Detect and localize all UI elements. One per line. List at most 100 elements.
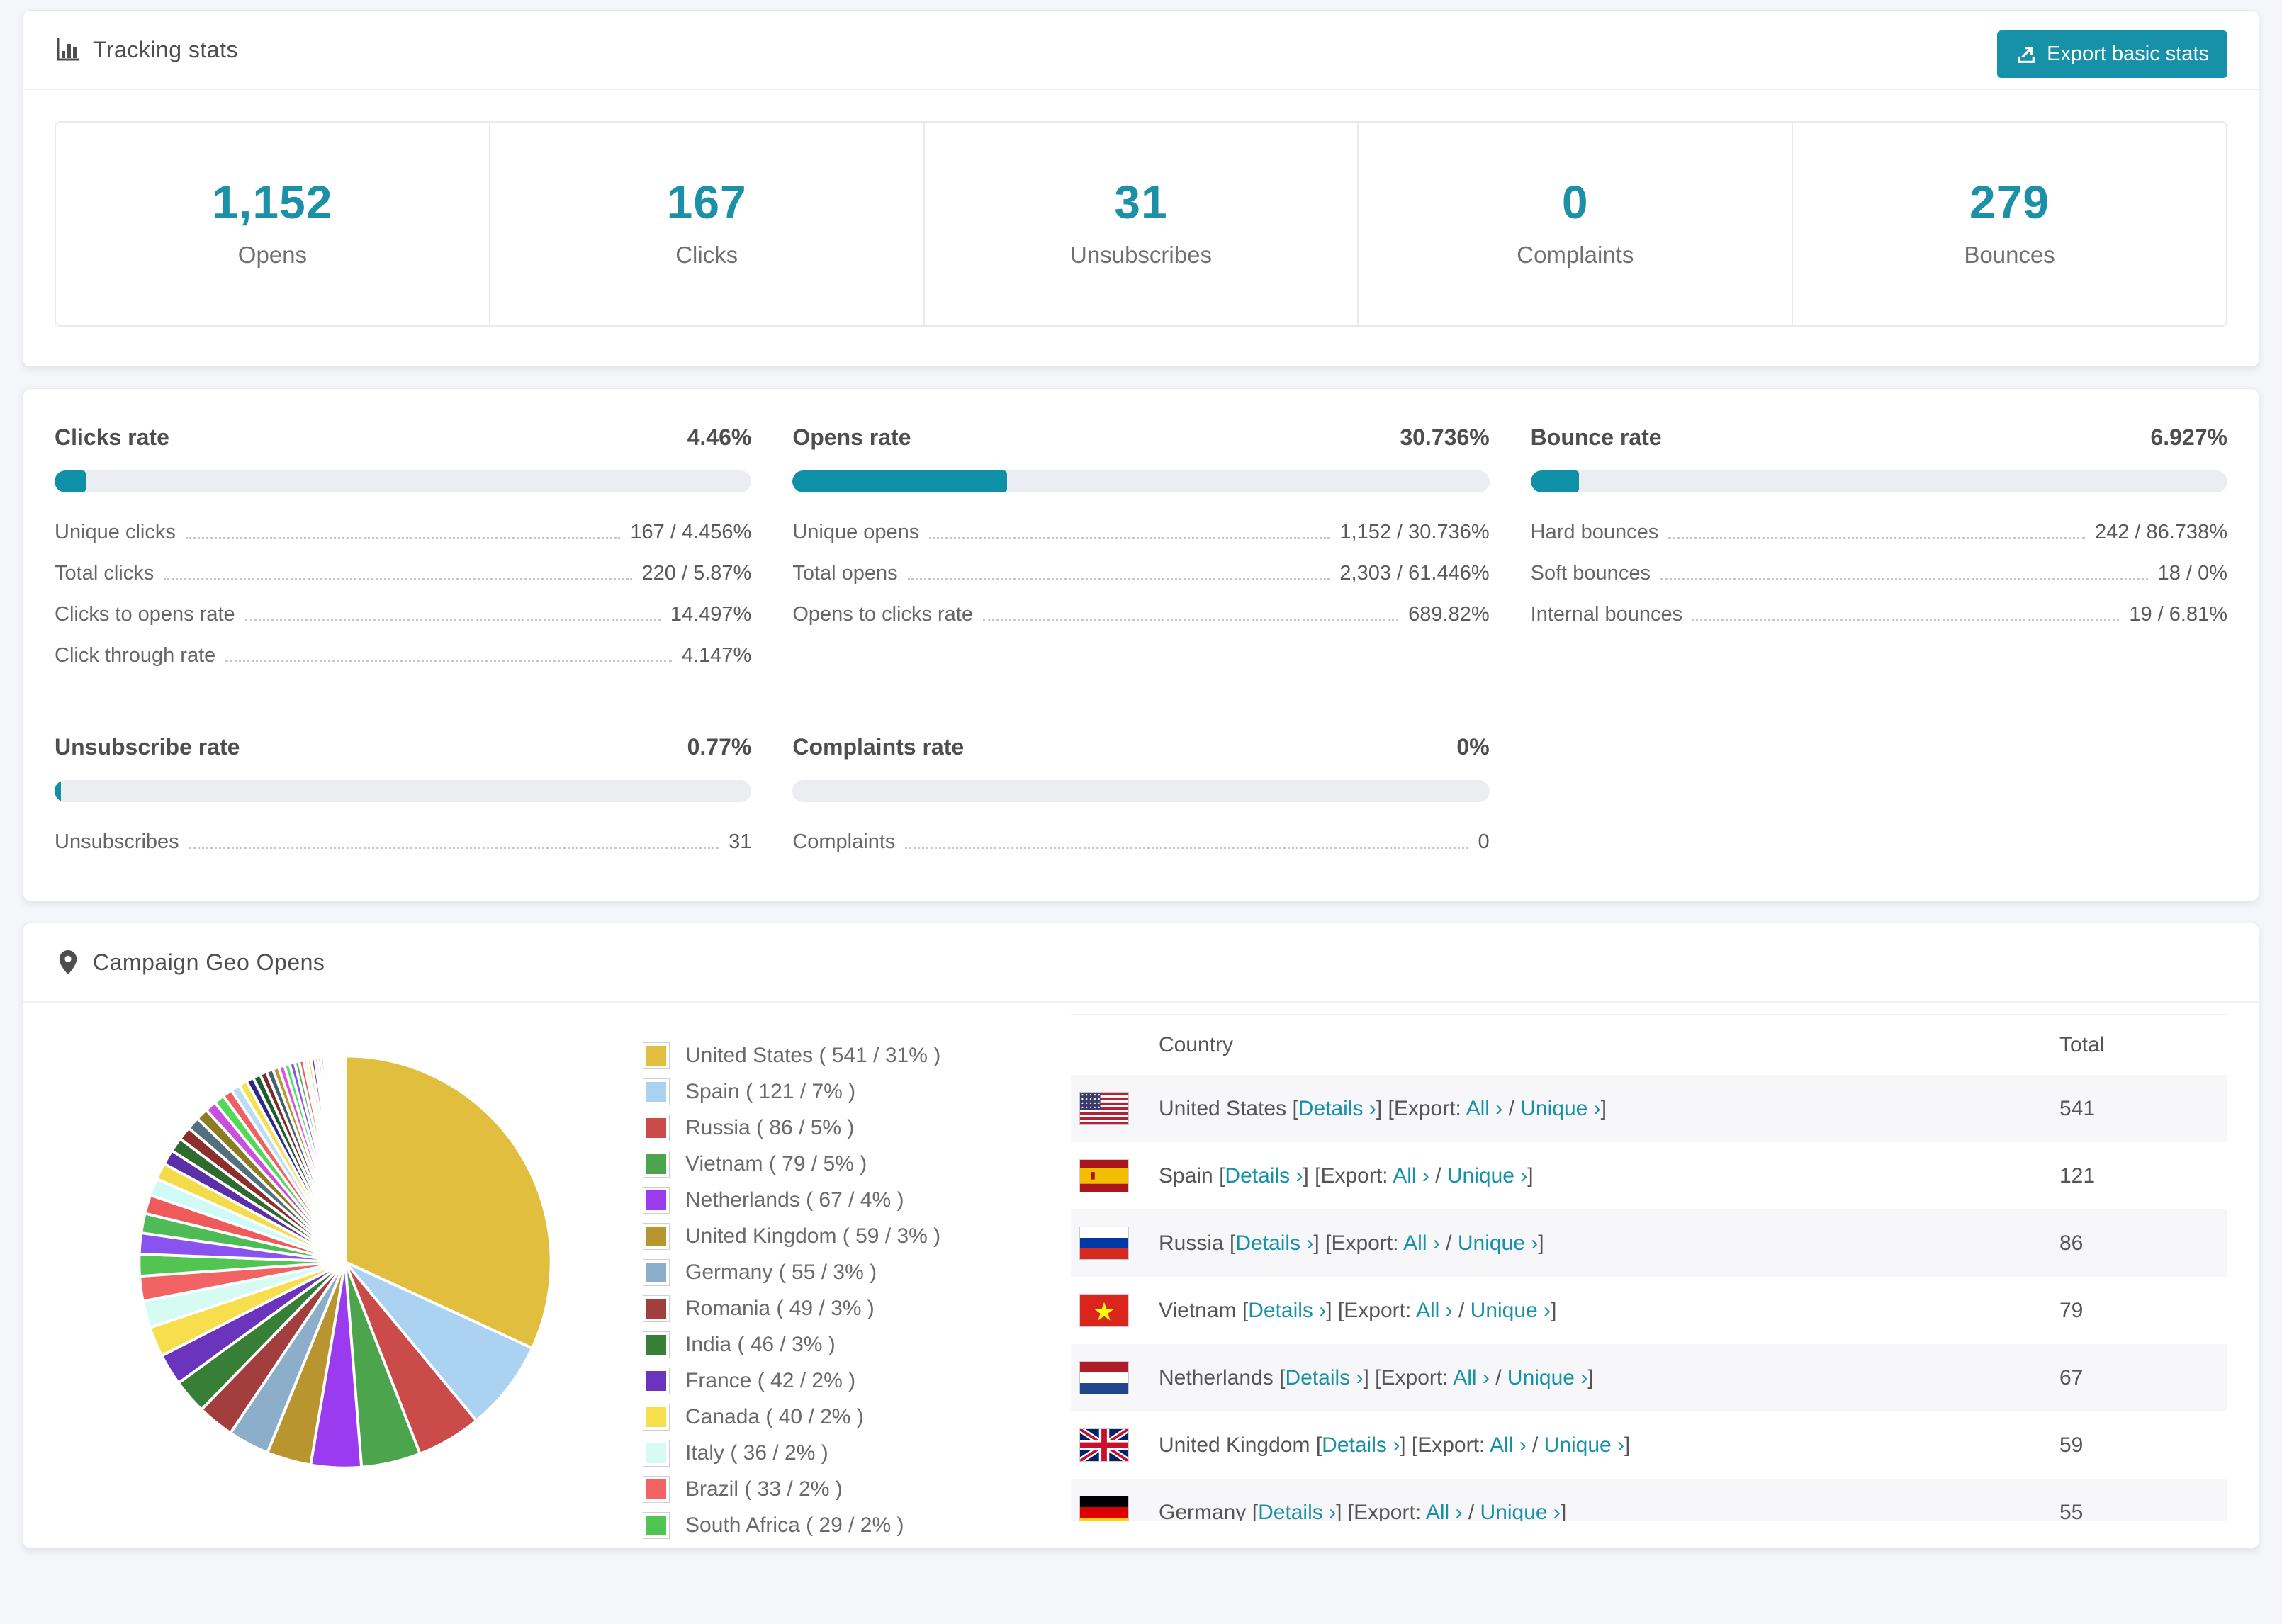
dotted-leader <box>982 619 1399 621</box>
export-all-link[interactable]: All › <box>1453 1365 1490 1389</box>
details-link[interactable]: Details › <box>1298 1096 1376 1120</box>
flag-ru-icon <box>1079 1227 1129 1260</box>
legend-label: India ( 46 / 3% ) <box>685 1333 836 1356</box>
details-link[interactable]: Details › <box>1225 1163 1303 1188</box>
rate-line: Unique opens 1,152 / 30.736% <box>792 521 1489 544</box>
summary-stats-row: 1,152 Opens 167 Clicks 31 Unsubscribes 0 Co… <box>55 121 2227 327</box>
rate-percent: 4.46% <box>687 424 752 450</box>
rate-title: Bounce rate <box>1530 424 1662 450</box>
dotted-leader <box>189 847 719 849</box>
stat-opens: 1,152 Opens <box>56 123 489 325</box>
country-total: 121 <box>2059 1163 2096 1188</box>
rate-title: Clicks rate <box>55 424 169 450</box>
rate-line: Complaints 0 <box>792 830 1489 854</box>
legend-swatch <box>643 1042 670 1069</box>
export-basic-stats-button[interactable]: Export basic stats <box>1997 30 2227 78</box>
rate-percent: 6.927% <box>2150 424 2227 450</box>
rate-title: Unsubscribe rate <box>55 734 240 760</box>
stat-label: Complaints <box>1517 242 1634 268</box>
stat-label: Opens <box>237 242 308 268</box>
page-title: Tracking stats <box>93 36 238 62</box>
rate-percent: 0% <box>1456 734 1490 760</box>
export-unique-link[interactable]: Unique › <box>1480 1500 1561 1522</box>
rate-title: Complaints rate <box>792 734 965 760</box>
export-all-link[interactable]: All › <box>1489 1433 1527 1457</box>
details-link[interactable]: Details › <box>1285 1365 1364 1389</box>
rate-line: Unsubscribes 31 <box>55 830 751 854</box>
export-unique-link[interactable]: Unique › <box>1470 1298 1551 1322</box>
stat-value: 167 <box>666 176 747 228</box>
export-unique-link[interactable]: Unique › <box>1507 1365 1588 1389</box>
export-all-link[interactable]: All › <box>1393 1163 1429 1188</box>
export-all-link[interactable]: All › <box>1415 1298 1453 1322</box>
dotted-leader <box>185 537 621 539</box>
legend-item-brazil: Brazil ( 33 / 2% ) <box>643 1476 1040 1503</box>
details-link[interactable]: Details › <box>1235 1231 1314 1255</box>
country-total: 59 <box>2059 1433 2084 1457</box>
export-all-link[interactable]: All › <box>1425 1500 1463 1522</box>
flag-gb-icon <box>1079 1428 1129 1462</box>
pie-slice[interactable] <box>344 1261 534 1422</box>
legend-item-vietnam: Vietnam ( 79 / 5% ) <box>643 1151 1040 1178</box>
legend-item-germany: Germany ( 55 / 3% ) <box>643 1259 1040 1286</box>
export-all-link[interactable]: All › <box>1403 1231 1440 1255</box>
country-total: 67 <box>2059 1365 2084 1389</box>
dashboard-page: Tracking stats Export basic stats 1,152 … <box>23 10 2259 1549</box>
details-link[interactable]: Details › <box>1322 1433 1400 1457</box>
country-name: Germany <box>1159 1500 1247 1522</box>
dotted-leader <box>1660 578 2148 580</box>
stat-value: 279 <box>1969 176 2050 228</box>
country-total: 55 <box>2059 1500 2084 1522</box>
country-total: 86 <box>2059 1231 2084 1255</box>
tracking-stats-card: Tracking stats Export basic stats 1,152 … <box>23 10 2259 367</box>
geo-table-header: Country Total <box>1071 1015 2227 1075</box>
rate-line: Total clicks 220 / 5.87% <box>55 562 751 585</box>
rate-line-value: 242 / 86.738% <box>2094 521 2227 543</box>
legend-label: United Kingdom ( 59 / 3% ) <box>685 1224 941 1248</box>
rate-line-label: Total opens <box>792 562 898 585</box>
export-unique-link[interactable]: Unique › <box>1544 1433 1625 1457</box>
rate-block-clicks-rate: Clicks rate 4.46% Unique clicks 167 / 4.… <box>55 424 752 667</box>
legend-label: Netherlands ( 67 / 4% ) <box>685 1188 904 1212</box>
legend-item-india: India ( 46 / 3% ) <box>643 1331 1040 1358</box>
export-unique-link[interactable]: Unique › <box>1457 1231 1539 1255</box>
export-all-link[interactable]: All › <box>1466 1096 1503 1120</box>
rate-line: Unique clicks 167 / 4.456% <box>55 521 751 544</box>
legend-label: Brazil ( 33 / 2% ) <box>685 1477 843 1501</box>
pie-slice[interactable] <box>342 1054 347 1263</box>
rate-line: Total opens 2,303 / 61.446% <box>792 562 1489 585</box>
geo-pie-chart <box>55 1014 643 1548</box>
details-link[interactable]: Details › <box>1248 1298 1327 1322</box>
flag-es-icon <box>1079 1159 1129 1192</box>
rates-grid: Clicks rate 4.46% Unique clicks 167 / 4.… <box>55 424 2227 854</box>
legend-swatch <box>643 1115 670 1141</box>
dotted-leader <box>905 847 1468 849</box>
rate-line-value: 31 <box>729 830 752 853</box>
rate-line-value: 689.82% <box>1408 603 1490 626</box>
rate-line: Soft bounces 18 / 0% <box>1531 562 2227 585</box>
dotted-leader <box>1668 537 2085 539</box>
flag-nl-icon <box>1079 1361 1129 1394</box>
export-unique-link[interactable]: Unique › <box>1520 1096 1601 1120</box>
export-label: Export: <box>1393 1096 1461 1120</box>
legend-item-united-kingdom: United Kingdom ( 59 / 3% ) <box>643 1223 1040 1250</box>
legend-label: Vietnam ( 79 / 5% ) <box>685 1152 867 1175</box>
progress-bar <box>1530 470 2227 492</box>
legend-item-spain: Spain ( 121 / 7% ) <box>643 1078 1040 1105</box>
rate-line-value: 2,303 / 61.446% <box>1339 562 1490 585</box>
stat-value: 1,152 <box>212 176 333 228</box>
geo-pie-legend: United States ( 541 / 31% ) Spain ( 121 … <box>643 1014 1040 1548</box>
export-unique-link[interactable]: Unique › <box>1446 1163 1528 1188</box>
flag-us-icon <box>1079 1092 1129 1125</box>
legend-swatch <box>643 1512 670 1539</box>
progress-bar-fill <box>55 470 86 492</box>
rate-line: Click through rate 4.147% <box>55 644 751 667</box>
dotted-leader <box>244 619 661 621</box>
legend-item-netherlands: Netherlands ( 67 / 4% ) <box>643 1187 1040 1214</box>
tracking-stats-header: Tracking stats Export basic stats <box>23 11 2259 90</box>
export-label: Export: <box>1381 1365 1449 1389</box>
details-link[interactable]: Details › <box>1258 1500 1337 1522</box>
legend-label: Spain ( 121 / 7% ) <box>685 1080 856 1103</box>
rate-line-value: 19 / 6.81% <box>2129 603 2227 626</box>
pie-slice[interactable] <box>344 1054 553 1350</box>
